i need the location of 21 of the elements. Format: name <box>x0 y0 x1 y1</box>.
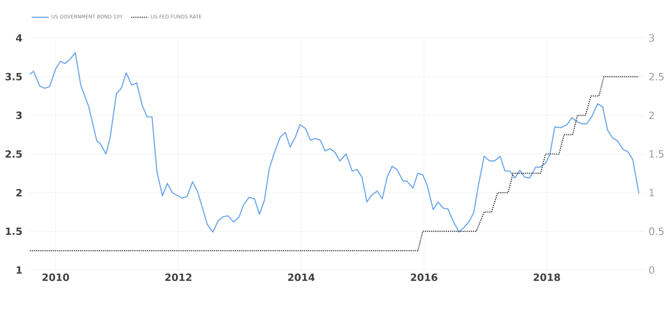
y-tick-label: 2.5 <box>6 150 22 158</box>
x-tick-label: 2018 <box>534 274 560 282</box>
y2-tick-label: 1 <box>650 189 654 196</box>
y2-tick-label: 0 <box>649 266 654 274</box>
y-tick-label: 3 <box>16 112 22 120</box>
y-tick-label: 1 <box>16 266 22 274</box>
line-series <box>29 76 640 252</box>
x-tick-label: 2014 <box>288 274 315 282</box>
y-tick-label: 2 <box>16 188 22 196</box>
y2-tick-label: 3 <box>649 34 654 42</box>
y2-tick-label: 1.5 <box>650 150 664 158</box>
x-tick-label: 2016 <box>410 274 438 282</box>
y2-tick-label: 2.5 <box>649 72 664 80</box>
y-tick-label: 4 <box>16 34 22 42</box>
x-tick-label: 2010 <box>42 274 70 282</box>
line-series <box>29 52 640 233</box>
y2-tick-label: 0.5 <box>649 228 664 236</box>
x-tick-label: 2012 <box>165 274 192 282</box>
y-tick-label: 3.5 <box>6 72 22 80</box>
y2-tick-label: 2 <box>649 112 654 120</box>
y-tick-label: 1.5 <box>6 228 22 236</box>
